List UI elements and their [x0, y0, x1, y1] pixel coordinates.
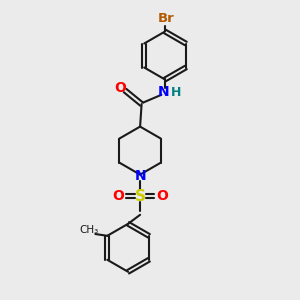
Text: O: O — [115, 81, 127, 94]
Text: N: N — [158, 85, 169, 99]
Text: N: N — [134, 169, 146, 183]
Text: Br: Br — [158, 12, 175, 25]
Text: H: H — [171, 85, 181, 99]
Text: O: O — [112, 189, 124, 203]
Text: O: O — [156, 189, 168, 203]
Text: S: S — [135, 189, 146, 204]
Text: CH₃: CH₃ — [80, 225, 99, 236]
